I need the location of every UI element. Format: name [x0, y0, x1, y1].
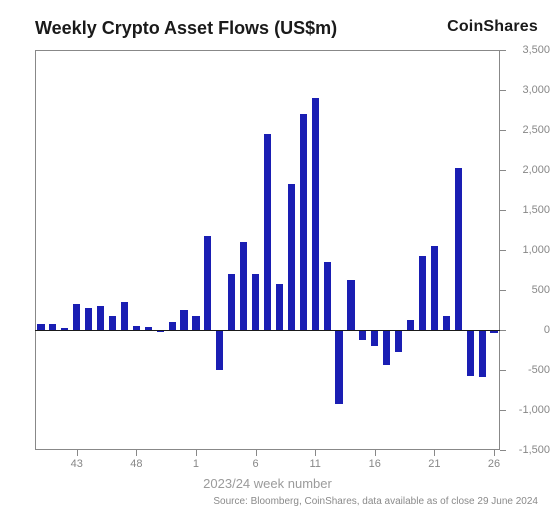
bar [169, 322, 176, 330]
bar [121, 302, 128, 330]
bar [347, 280, 354, 330]
bar [276, 284, 283, 330]
y-tick-mark [500, 290, 506, 291]
y-tick-label: 500 [510, 284, 550, 296]
bar [204, 236, 211, 330]
bar [443, 316, 450, 330]
y-tick-label: -1,000 [510, 404, 550, 416]
bar [264, 134, 271, 330]
zero-baseline [35, 330, 500, 331]
bar [312, 98, 319, 330]
x-tick-mark [256, 450, 257, 456]
y-tick-mark [500, 170, 506, 171]
bar [324, 262, 331, 330]
y-tick-mark [500, 330, 506, 331]
y-tick-label: 2,500 [510, 124, 550, 136]
x-tick-mark [315, 450, 316, 456]
y-tick-label: 0 [510, 324, 550, 336]
x-tick-label: 21 [428, 458, 440, 470]
y-tick-label: 1,000 [510, 244, 550, 256]
bar [228, 274, 235, 330]
x-tick-mark [196, 450, 197, 456]
bar [240, 242, 247, 330]
bar [383, 330, 390, 365]
y-tick-mark [500, 50, 506, 51]
y-tick-mark [500, 410, 506, 411]
y-tick-mark [500, 210, 506, 211]
chart-container: Weekly Crypto Asset Flows (US$m) CoinSha… [0, 0, 560, 522]
x-tick-mark [494, 450, 495, 456]
x-tick-mark [136, 450, 137, 456]
x-tick-label: 16 [369, 458, 381, 470]
x-axis-label: 2023/24 week number [203, 476, 332, 491]
source-note: Source: Bloomberg, CoinShares, data avai… [213, 496, 538, 507]
bar [335, 330, 342, 404]
y-tick-label: 3,500 [510, 44, 550, 56]
bar [431, 246, 438, 330]
bar [467, 330, 474, 376]
x-tick-label: 1 [193, 458, 199, 470]
bar [371, 330, 378, 346]
bar [419, 256, 426, 330]
y-tick-label: 2,000 [510, 164, 550, 176]
bar [288, 184, 295, 330]
bar [359, 330, 366, 340]
bar [73, 304, 80, 330]
y-tick-mark [500, 130, 506, 131]
bar [216, 330, 223, 370]
x-tick-label: 26 [488, 458, 500, 470]
y-tick-mark [500, 90, 506, 91]
bar [407, 320, 414, 330]
bar [180, 310, 187, 330]
bar [395, 330, 402, 352]
y-tick-label: -1,500 [510, 444, 550, 456]
x-tick-label: 6 [253, 458, 259, 470]
y-tick-label: 3,000 [510, 84, 550, 96]
bar [109, 316, 116, 330]
x-tick-label: 11 [309, 458, 320, 470]
bar [192, 316, 199, 330]
bar [300, 114, 307, 330]
y-tick-label: 1,500 [510, 204, 550, 216]
y-tick-label: -500 [510, 364, 550, 376]
x-tick-mark [375, 450, 376, 456]
brand-logo-text: CoinShares [447, 18, 538, 36]
x-tick-label: 43 [71, 458, 83, 470]
y-tick-mark [500, 370, 506, 371]
x-tick-mark [77, 450, 78, 456]
x-tick-mark [434, 450, 435, 456]
bar [252, 274, 259, 330]
bar [97, 306, 104, 330]
x-tick-label: 48 [130, 458, 142, 470]
bar [479, 330, 486, 377]
chart-title: Weekly Crypto Asset Flows (US$m) [35, 18, 337, 39]
bar [85, 308, 92, 330]
y-tick-mark [500, 250, 506, 251]
y-tick-mark [500, 450, 506, 451]
bar [455, 168, 462, 330]
